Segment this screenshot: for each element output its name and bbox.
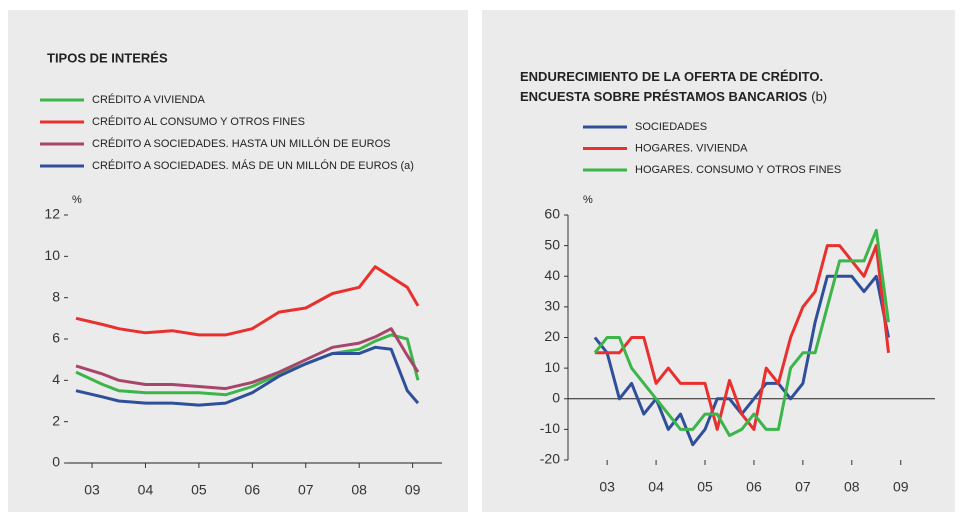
legend-label: CRÉDITO A VIVIENDA bbox=[92, 93, 206, 106]
x-tick-label: 07 bbox=[298, 482, 314, 498]
panel bbox=[8, 10, 468, 512]
x-tick-label: 05 bbox=[191, 482, 207, 498]
x-tick-label: 04 bbox=[648, 479, 664, 495]
legend-label: SOCIEDADES bbox=[635, 121, 707, 133]
y-tick-label: 0 bbox=[552, 389, 560, 405]
title-note: (b) bbox=[811, 89, 827, 104]
series-line bbox=[75, 333, 420, 397]
chart-title: TIPOS DE INTERÉS bbox=[47, 50, 168, 65]
title-line: ENDURECIMIENTO DE LA OFERTA DE CRÉDITO. bbox=[520, 69, 823, 84]
x-tick-label: 09 bbox=[405, 482, 421, 498]
y-tick-label: 10 bbox=[544, 359, 560, 375]
y-tick-label: 20 bbox=[544, 328, 560, 344]
y-unit: % bbox=[583, 194, 593, 206]
chart-title: ENDURECIMIENTO DE LA OFERTA DE CRÉDITO. bbox=[520, 69, 823, 84]
x-tick-label: 07 bbox=[795, 479, 811, 495]
y-tick-label: -20 bbox=[540, 451, 560, 467]
x-tick-label: 08 bbox=[351, 482, 367, 498]
x-tick-label: 08 bbox=[844, 479, 860, 495]
series-line bbox=[75, 327, 420, 391]
y-tick-label: 50 bbox=[544, 236, 560, 252]
series-line bbox=[75, 265, 420, 337]
x-tick-label: 06 bbox=[245, 482, 261, 498]
x-tick-label: 04 bbox=[138, 482, 154, 498]
x-tick-label: 09 bbox=[893, 479, 909, 495]
title-line: ENCUESTA SOBRE PRÉSTAMOS BANCARIOS bbox=[520, 89, 808, 104]
x-tick-label: 03 bbox=[84, 482, 100, 498]
y-tick-label: 8 bbox=[52, 288, 60, 304]
y-tick-label: 6 bbox=[52, 330, 60, 346]
y-unit: % bbox=[72, 194, 82, 206]
x-tick-label: 05 bbox=[697, 479, 713, 495]
chart-title: ENCUESTA SOBRE PRÉSTAMOS BANCARIOS (b) bbox=[520, 89, 827, 104]
legend-label: HOGARES. CONSUMO Y OTROS FINES bbox=[635, 164, 841, 176]
y-tick-label: 2 bbox=[52, 412, 60, 428]
y-tick-label: 4 bbox=[52, 371, 60, 387]
legend-label: CRÉDITO A SOCIEDADES. MÁS DE UN MILLÓN D… bbox=[92, 159, 414, 172]
legend-label: HOGARES. VIVIENDA bbox=[635, 142, 748, 154]
x-tick-label: 06 bbox=[746, 479, 762, 495]
y-tick-label: 12 bbox=[44, 206, 60, 222]
panel bbox=[482, 10, 955, 512]
legend-label: CRÉDITO A SOCIEDADES. HASTA UN MILLÓN DE… bbox=[92, 137, 391, 150]
series-line bbox=[75, 345, 420, 407]
y-tick-label: 30 bbox=[544, 298, 560, 314]
x-tick-label: 03 bbox=[599, 479, 615, 495]
y-tick-label: -10 bbox=[540, 420, 560, 436]
y-tick-label: 10 bbox=[44, 247, 60, 263]
y-tick-label: 40 bbox=[544, 267, 560, 283]
y-tick-label: 60 bbox=[544, 206, 560, 222]
series-line bbox=[594, 244, 890, 431]
legend-label: CRÉDITO AL CONSUMO Y OTROS FINES bbox=[92, 115, 305, 128]
y-tick-label: 0 bbox=[52, 454, 60, 470]
series-line bbox=[593, 228, 890, 437]
